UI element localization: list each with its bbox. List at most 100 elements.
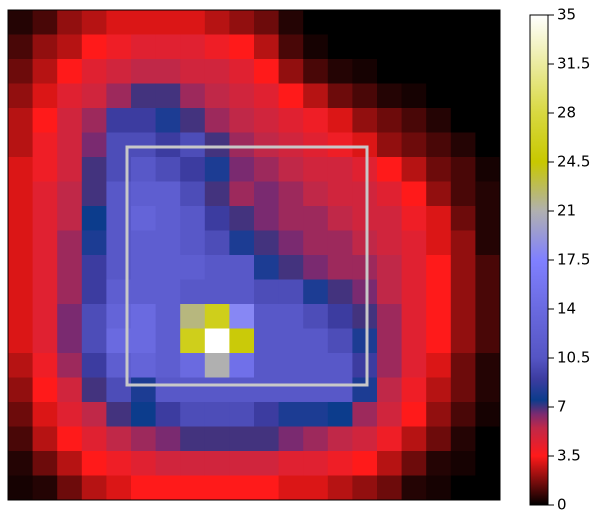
cell [155,304,181,329]
cell [352,10,378,35]
cell [377,230,403,256]
cell [475,157,501,182]
cell [57,279,83,305]
cell [475,108,501,133]
cell [81,279,107,305]
cell [377,377,403,403]
cell [180,10,206,35]
cell [352,108,378,133]
cell [475,475,501,501]
cell [57,59,83,84]
cell [229,402,255,427]
cell [278,255,304,280]
cell [229,304,255,329]
cell [57,353,83,378]
cell [303,83,329,109]
cell [229,157,255,182]
cell [401,426,427,452]
cell [475,34,501,60]
cell [254,181,280,207]
cell [81,59,107,84]
cell [426,34,452,60]
cell [327,230,353,256]
cell [8,10,34,35]
cell [352,304,378,329]
colorbar-tick-label: 24.5 [557,153,590,171]
cell [180,132,206,158]
cell [352,206,378,231]
cell [475,132,501,158]
cell [57,328,83,354]
cell [8,157,34,182]
cell [32,132,58,158]
cell [229,328,255,354]
cell [204,279,230,305]
cell [204,426,230,452]
cell [8,34,34,60]
cell [352,328,378,354]
cell [327,59,353,84]
cell [278,451,304,476]
cell [426,230,452,256]
cell [377,328,403,354]
cell [57,304,83,329]
cell [303,34,329,60]
cell [131,181,157,207]
cell [32,230,58,256]
cell [352,426,378,452]
cell [131,426,157,452]
cell [155,181,181,207]
cell [180,206,206,231]
cell [377,59,403,84]
cell [475,328,501,354]
cell [327,377,353,403]
cell [377,255,403,280]
cell [426,304,452,329]
cell [475,59,501,84]
cell [155,475,181,501]
cell [155,230,181,256]
cell [426,328,452,354]
cell [155,59,181,84]
cell [401,475,427,501]
cell [81,377,107,403]
cell [57,181,83,207]
cell [131,206,157,231]
cell [32,377,58,403]
cell [352,181,378,207]
cell [8,108,34,133]
cell [278,475,304,501]
cell [229,34,255,60]
cell [426,402,452,427]
cell [229,279,255,305]
cell [81,83,107,109]
cell [180,157,206,182]
cell [229,475,255,501]
cell [450,59,476,84]
colorbar-tick-label: 14 [557,300,576,318]
cell [81,34,107,60]
cell [204,10,230,35]
cell [204,304,230,329]
cell [278,59,304,84]
cell [254,10,280,35]
cell [278,328,304,354]
cell [327,181,353,207]
cell [204,34,230,60]
cell [254,451,280,476]
cell [57,402,83,427]
cell [8,328,34,354]
cell [81,426,107,452]
cell [254,157,280,182]
cell [401,230,427,256]
cell [57,157,83,182]
cell [303,206,329,231]
cell [57,451,83,476]
cell [204,328,230,354]
cell [401,10,427,35]
cell [352,402,378,427]
cell [278,132,304,158]
cell [475,377,501,403]
cell [180,353,206,378]
